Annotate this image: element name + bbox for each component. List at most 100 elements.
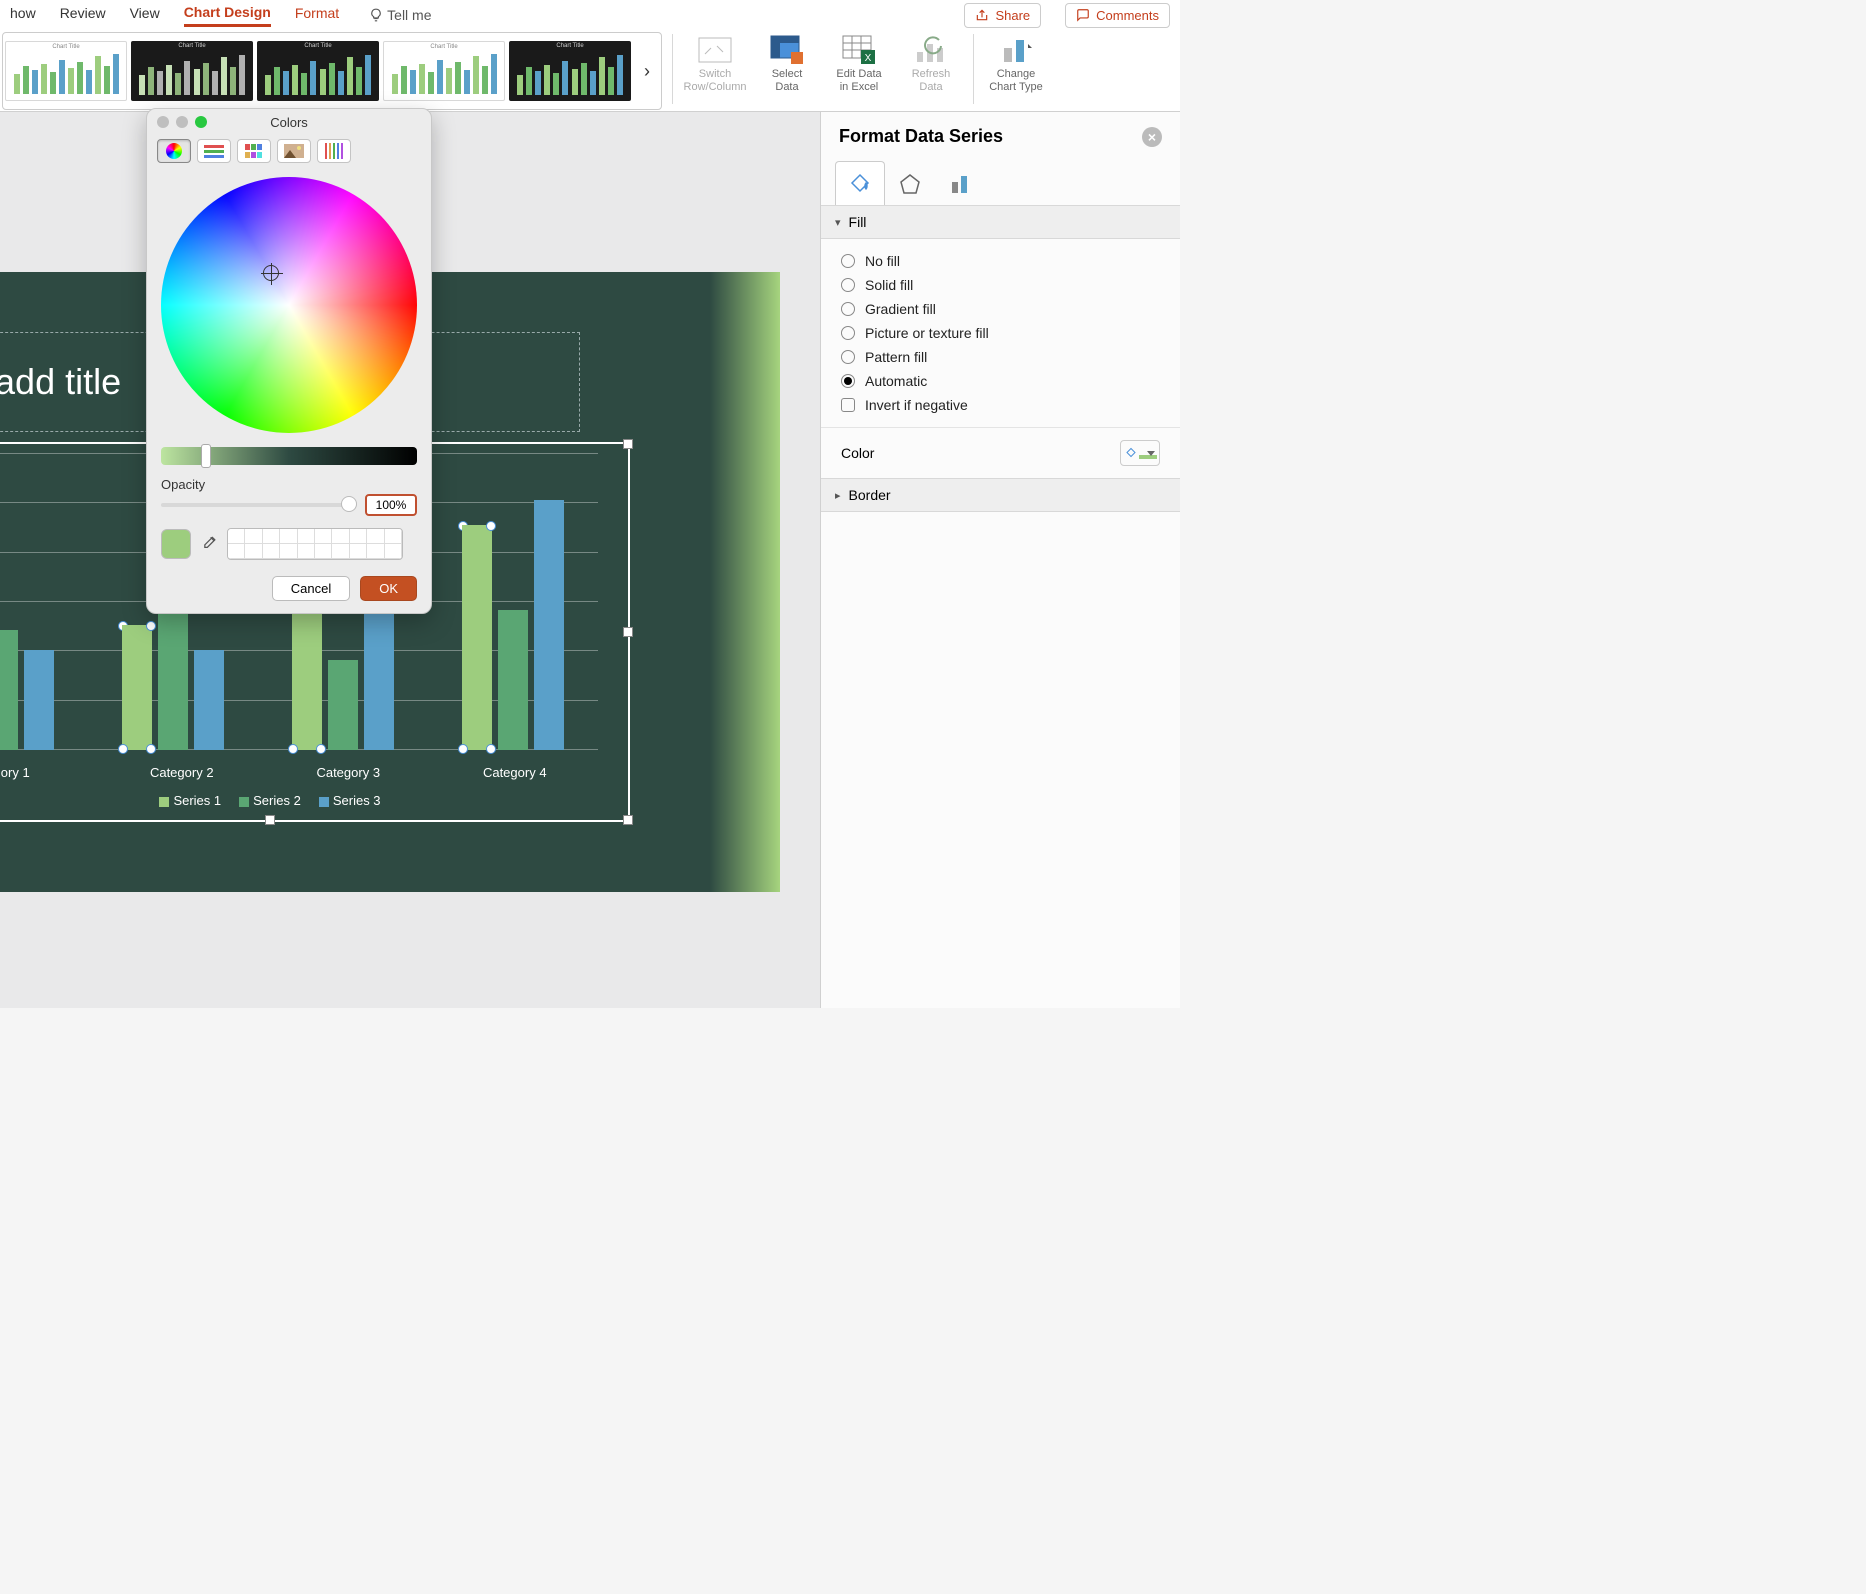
share-icon	[975, 8, 989, 22]
dialog-titlebar[interactable]: Colors	[147, 109, 431, 135]
color-wheel-cursor[interactable]	[263, 265, 279, 281]
color-wheel[interactable]	[161, 177, 417, 433]
panel-title: Format Data Series	[839, 126, 1003, 147]
opacity-value-field[interactable]: 100%	[365, 494, 417, 516]
chart-bar[interactable]	[24, 650, 54, 750]
ribbon-tabs: how Review View Chart Design Format Tell…	[0, 0, 1180, 30]
invert-negative-option[interactable]: Invert if negative	[841, 393, 1160, 417]
select-data-icon	[769, 34, 805, 66]
edit-l1: Edit Data	[836, 68, 881, 81]
edit-data-excel-button[interactable]: X Edit Data in Excel	[827, 34, 891, 93]
tell-me[interactable]: Tell me	[369, 7, 431, 23]
tab-how[interactable]: how	[10, 5, 36, 25]
chart-style-thumb[interactable]: Chart Title	[383, 41, 505, 101]
no-fill-option[interactable]: No fill	[841, 249, 1160, 273]
color-sliders-tab[interactable]	[197, 139, 231, 163]
fill-color-picker-button[interactable]	[1120, 440, 1160, 466]
change-l2: Chart Type	[989, 81, 1043, 94]
border-section-header[interactable]: ▸ Border	[821, 478, 1180, 512]
pencils-icon	[324, 143, 344, 159]
series-options-tab[interactable]	[935, 161, 985, 205]
toolbar-separator	[672, 34, 673, 104]
panel-tabs	[821, 161, 1180, 205]
category-label: ory 1	[0, 765, 99, 780]
color-wheel-tab[interactable]	[157, 139, 191, 163]
brightness-thumb[interactable]	[201, 444, 211, 468]
chart-style-thumb[interactable]: Chart Title	[131, 41, 253, 101]
eyedropper-icon[interactable]	[199, 534, 219, 554]
opacity-slider[interactable]	[161, 503, 357, 507]
chart-legend: Series 1 Series 2 Series 3	[0, 793, 628, 808]
tab-format[interactable]: Format	[295, 5, 339, 25]
tab-chart-design[interactable]: Chart Design	[184, 4, 271, 27]
excel-icon: X	[841, 34, 877, 66]
fill-section-header[interactable]: ▾ Fill	[821, 205, 1180, 239]
panel-close-button[interactable]: ×	[1142, 127, 1162, 147]
tab-view[interactable]: View	[130, 5, 160, 25]
chart-bar[interactable]	[364, 600, 394, 750]
panel-title-row: Format Data Series ×	[821, 112, 1180, 161]
chart-style-thumb[interactable]: Chart Title	[509, 41, 631, 101]
select-data-button[interactable]: Select Data	[755, 34, 819, 93]
resize-handle[interactable]	[623, 815, 633, 825]
color-wheel-area[interactable]	[147, 173, 431, 443]
gradient-fill-option[interactable]: Gradient fill	[841, 297, 1160, 321]
current-color-swatch	[161, 529, 191, 559]
slide-gradient-accent	[710, 272, 780, 892]
picture-label: Picture or texture fill	[865, 325, 989, 341]
solid-fill-option[interactable]: Solid fill	[841, 273, 1160, 297]
resize-handle[interactable]	[623, 439, 633, 449]
legend-item[interactable]: Series 1	[159, 793, 221, 808]
svg-text:X: X	[865, 53, 872, 64]
switch-l1: Switch	[699, 68, 731, 81]
chart-bar[interactable]	[122, 625, 152, 750]
resize-handle[interactable]	[623, 627, 633, 637]
select-l2: Data	[775, 81, 798, 94]
pattern-fill-option[interactable]: Pattern fill	[841, 345, 1160, 369]
chart-bar[interactable]	[0, 630, 18, 750]
palette-icon	[245, 144, 263, 158]
chart-bar[interactable]	[328, 660, 358, 750]
picture-fill-option[interactable]: Picture or texture fill	[841, 321, 1160, 345]
category-label: Category 2	[99, 765, 266, 780]
share-button[interactable]: Share	[964, 3, 1041, 28]
lightbulb-icon	[369, 8, 383, 22]
color-palettes-tab[interactable]	[237, 139, 271, 163]
legend-item[interactable]: Series 3	[319, 793, 381, 808]
chevron-right-icon: ▸	[835, 489, 841, 502]
recent-swatches[interactable]	[227, 528, 403, 560]
chart-design-toolbar: Chart TitleChart TitleChart TitleChart T…	[0, 30, 1180, 112]
refresh-data-button[interactable]: Refresh Data	[899, 34, 963, 93]
effects-tab[interactable]	[885, 161, 935, 205]
image-palettes-tab[interactable]	[277, 139, 311, 163]
switch-row-column-button[interactable]: Switch Row/Column	[683, 34, 747, 93]
type-group: Change Chart Type	[984, 30, 1048, 93]
legend-item[interactable]: Series 2	[239, 793, 301, 808]
change-chart-type-button[interactable]: Change Chart Type	[984, 34, 1048, 93]
comments-button[interactable]: Comments	[1065, 3, 1170, 28]
brightness-slider[interactable]	[161, 447, 417, 465]
chart-bar[interactable]	[462, 525, 492, 750]
resize-handle[interactable]	[265, 815, 275, 825]
image-icon	[284, 144, 304, 158]
ok-button[interactable]: OK	[360, 576, 417, 601]
fill-color-row: Color	[821, 428, 1180, 478]
automatic-fill-option[interactable]: Automatic	[841, 369, 1160, 393]
chart-style-thumb[interactable]: Chart Title	[5, 41, 127, 101]
fill-line-tab[interactable]	[835, 161, 885, 205]
pencils-tab[interactable]	[317, 139, 351, 163]
opacity-thumb[interactable]	[341, 496, 357, 512]
chart-bar[interactable]	[498, 610, 528, 750]
chart-bar[interactable]	[194, 650, 224, 750]
tab-review[interactable]: Review	[60, 5, 106, 25]
chart-bar[interactable]	[534, 500, 564, 750]
chart-style-thumb[interactable]: Chart Title	[257, 41, 379, 101]
chevron-down-icon: ▾	[835, 216, 841, 229]
gallery-next-button[interactable]: ›	[635, 41, 659, 101]
change-l1: Change	[997, 68, 1036, 81]
chart-style-gallery[interactable]: Chart TitleChart TitleChart TitleChart T…	[2, 32, 662, 110]
fill-options: No fill Solid fill Gradient fill Picture…	[821, 239, 1180, 427]
colors-dialog[interactable]: Colors Opacity 100% Cancel OK	[146, 108, 432, 614]
paint-bucket-small-icon	[1123, 447, 1139, 459]
cancel-button[interactable]: Cancel	[272, 576, 350, 601]
